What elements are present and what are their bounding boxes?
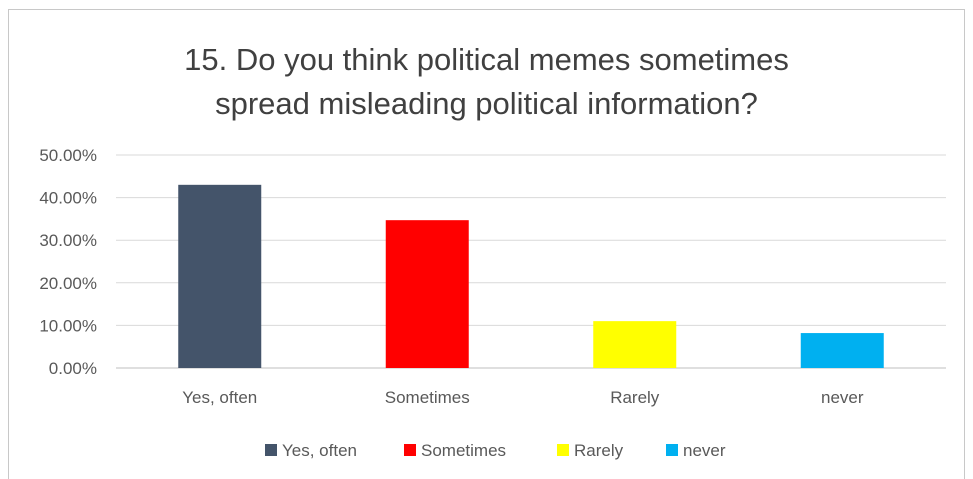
legend-label: never bbox=[683, 441, 726, 460]
y-tick-label: 40.00% bbox=[39, 189, 97, 208]
bar-yes-often bbox=[178, 184, 262, 368]
bar-rarely bbox=[593, 321, 677, 368]
legend-label: Yes, often bbox=[282, 441, 357, 460]
legend-swatch bbox=[557, 444, 569, 456]
y-tick-label: 30.00% bbox=[39, 231, 97, 250]
x-category-label: Rarely bbox=[610, 388, 660, 407]
y-tick-label: 0.00% bbox=[49, 359, 97, 378]
legend-swatch bbox=[404, 444, 416, 456]
legend-label: Sometimes bbox=[421, 441, 506, 460]
chart-title: 15. Do you think political memes sometim… bbox=[184, 42, 789, 121]
y-tick-label: 50.00% bbox=[39, 146, 97, 165]
legend-swatch bbox=[265, 444, 277, 456]
bar-never bbox=[800, 333, 884, 368]
legend-swatch bbox=[666, 444, 678, 456]
chart-frame bbox=[8, 9, 965, 479]
legend-label: Rarely bbox=[574, 441, 624, 460]
y-tick-label: 10.00% bbox=[39, 316, 97, 335]
bar-sometimes bbox=[385, 220, 469, 368]
x-category-label: never bbox=[821, 388, 864, 407]
y-tick-label: 20.00% bbox=[39, 274, 97, 293]
x-category-label: Yes, often bbox=[182, 388, 257, 407]
x-category-label: Sometimes bbox=[385, 388, 470, 407]
